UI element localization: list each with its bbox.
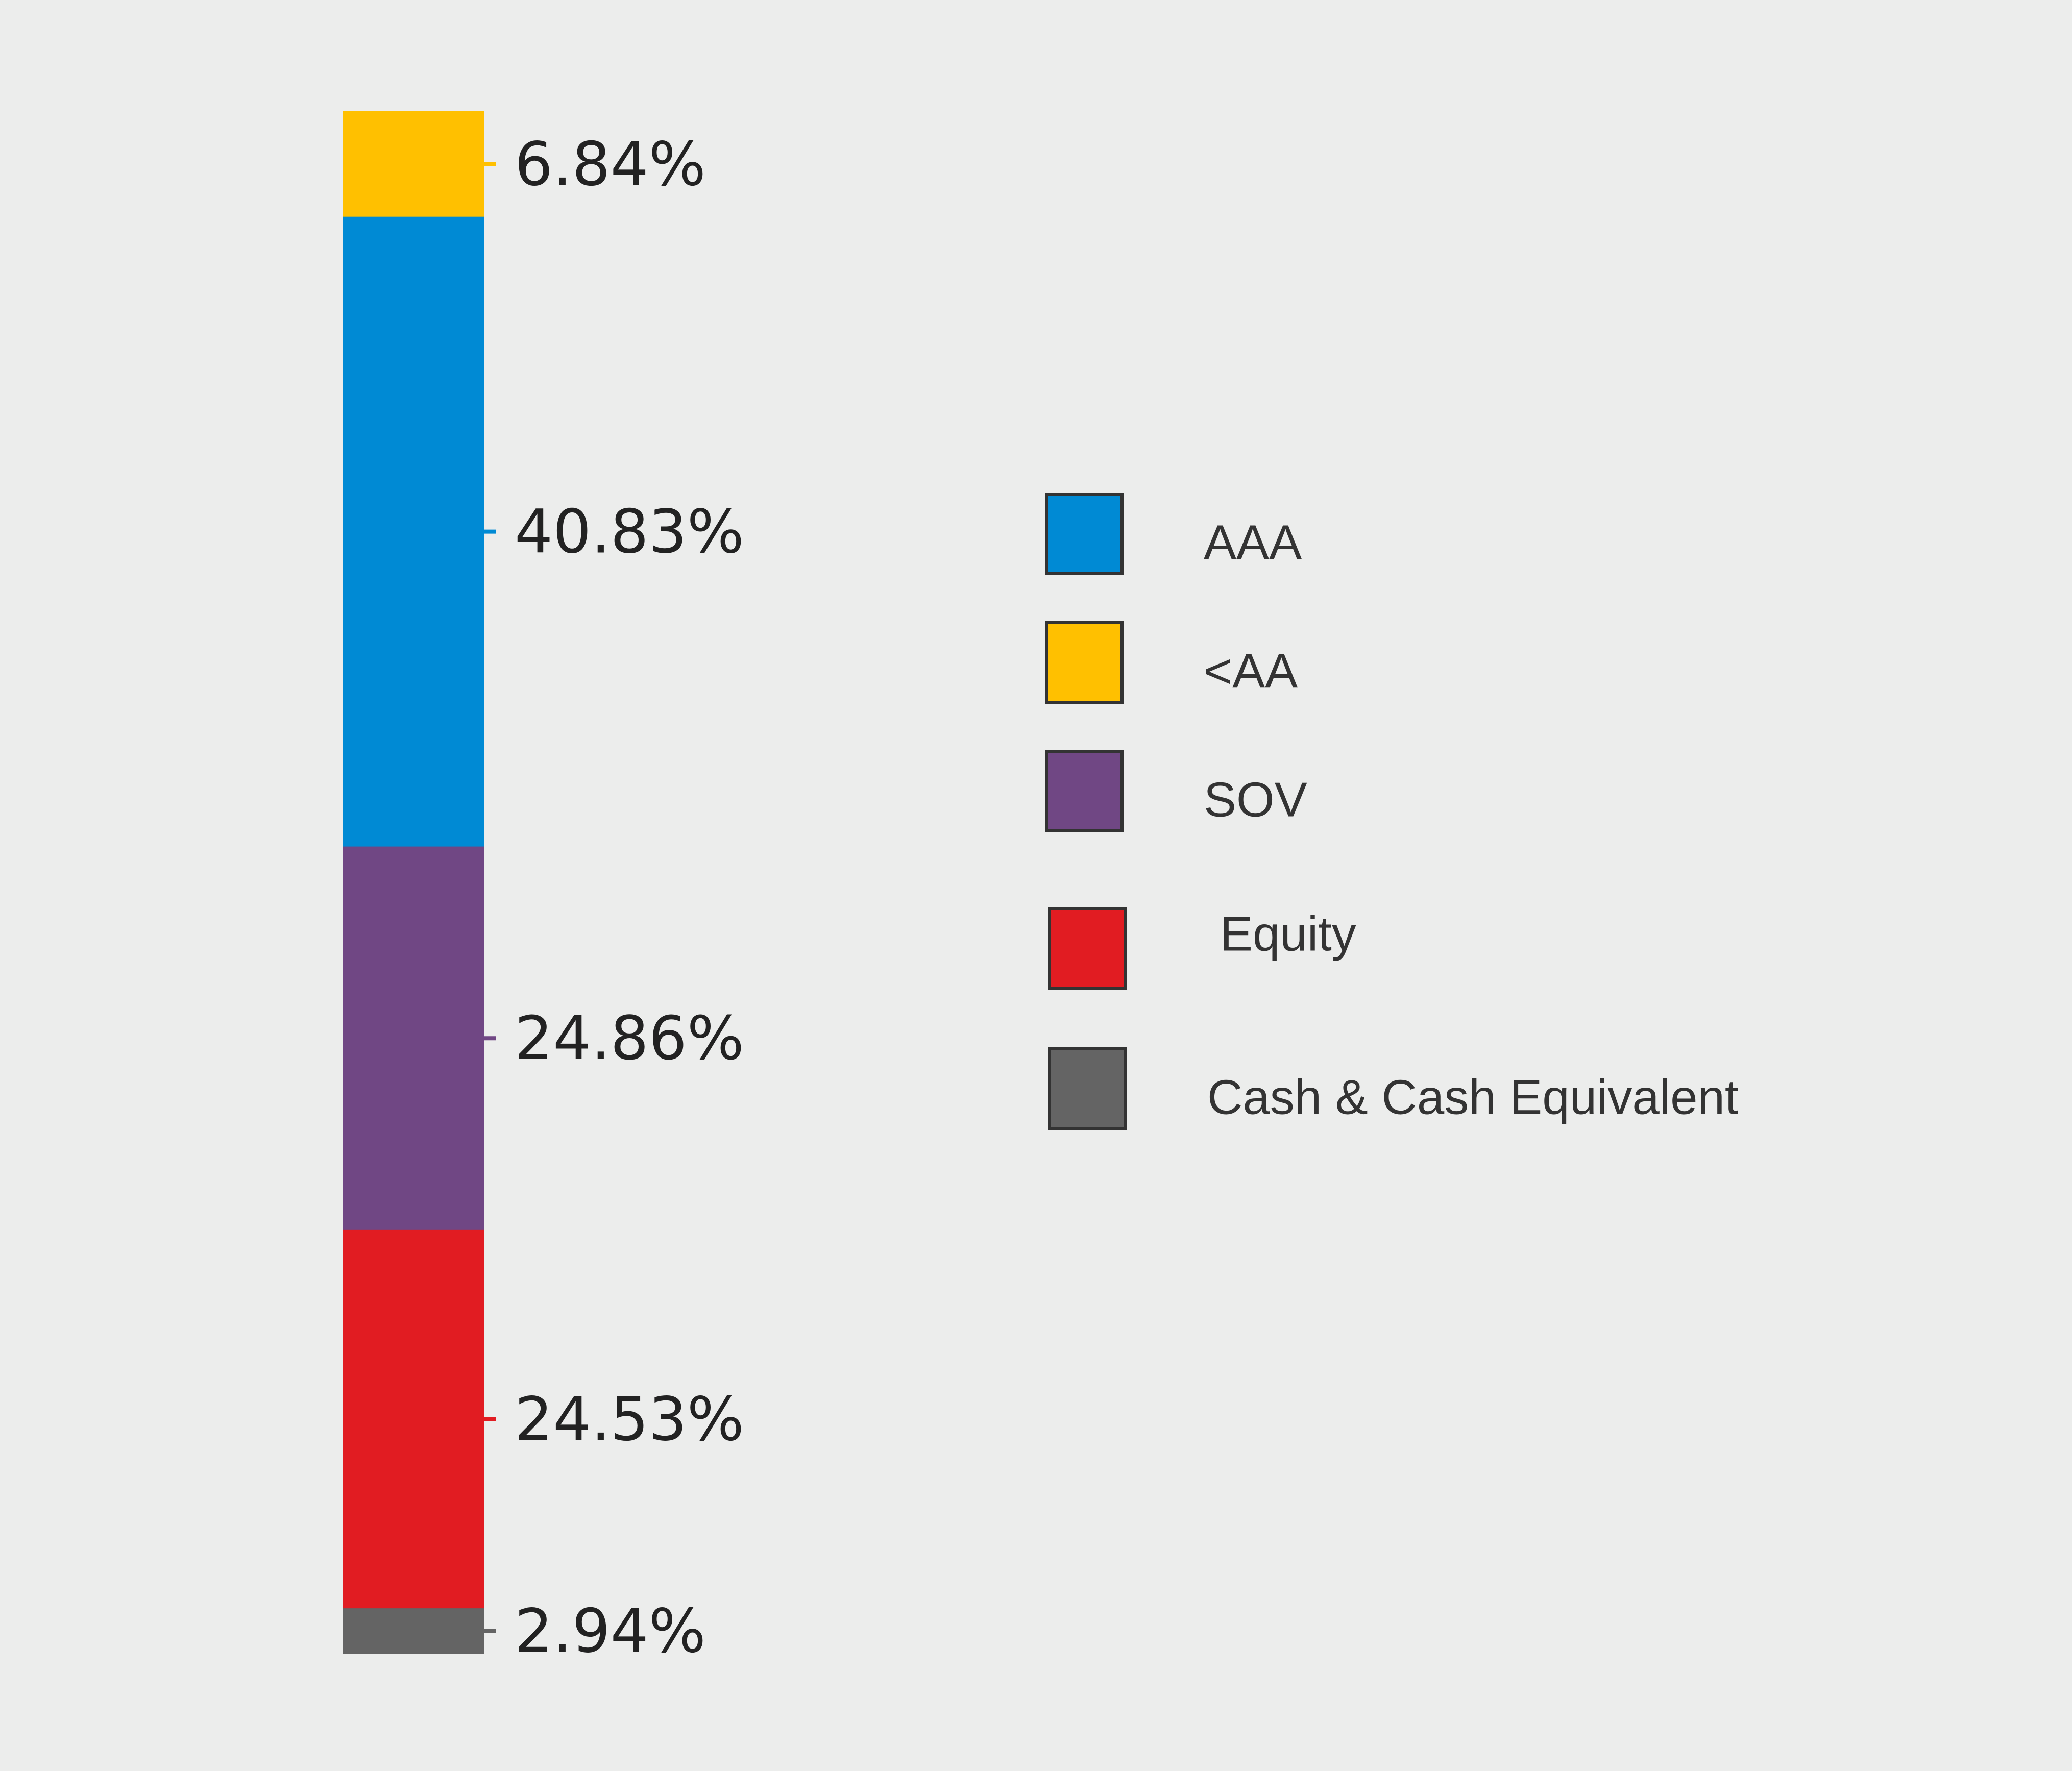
bar-segment-aaa: [343, 216, 484, 847]
data-label: 6.84%: [515, 129, 706, 199]
legend-label: <AA: [1204, 644, 1298, 699]
bar-segment-cash-and-cash-equivalent: [343, 1608, 484, 1654]
bar-segment-equity: [343, 1229, 484, 1609]
legend-label: Cash & Cash Equivalent: [1207, 1070, 1739, 1125]
data-label: 2.94%: [515, 1596, 706, 1666]
data-label: 40.83%: [515, 497, 744, 567]
legend-swatch-aaa: [1045, 493, 1124, 575]
legend-label: Equity: [1220, 907, 1356, 962]
legend-swatch-equity: [1048, 907, 1127, 990]
bar-segment-aa: [343, 111, 484, 217]
stacked-bar: [343, 111, 484, 1654]
legend-swatch-cash-and-cash-equivalent: [1048, 1047, 1127, 1130]
bar-segment-sov: [343, 846, 484, 1231]
legend-swatch-sov: [1045, 750, 1124, 832]
legend-swatch-aa: [1045, 621, 1124, 704]
data-labels: 6.84% 40.83% 24.86% 24.53% 2.94%: [484, 129, 744, 1666]
data-label: 24.86%: [515, 1003, 744, 1073]
legend: AAA <AA SOV Equity Cash & Cash Equivalent: [1045, 493, 1739, 1130]
legend-label: SOV: [1204, 773, 1307, 827]
legend-label: AAA: [1204, 515, 1302, 570]
data-label: 24.53%: [515, 1384, 744, 1455]
